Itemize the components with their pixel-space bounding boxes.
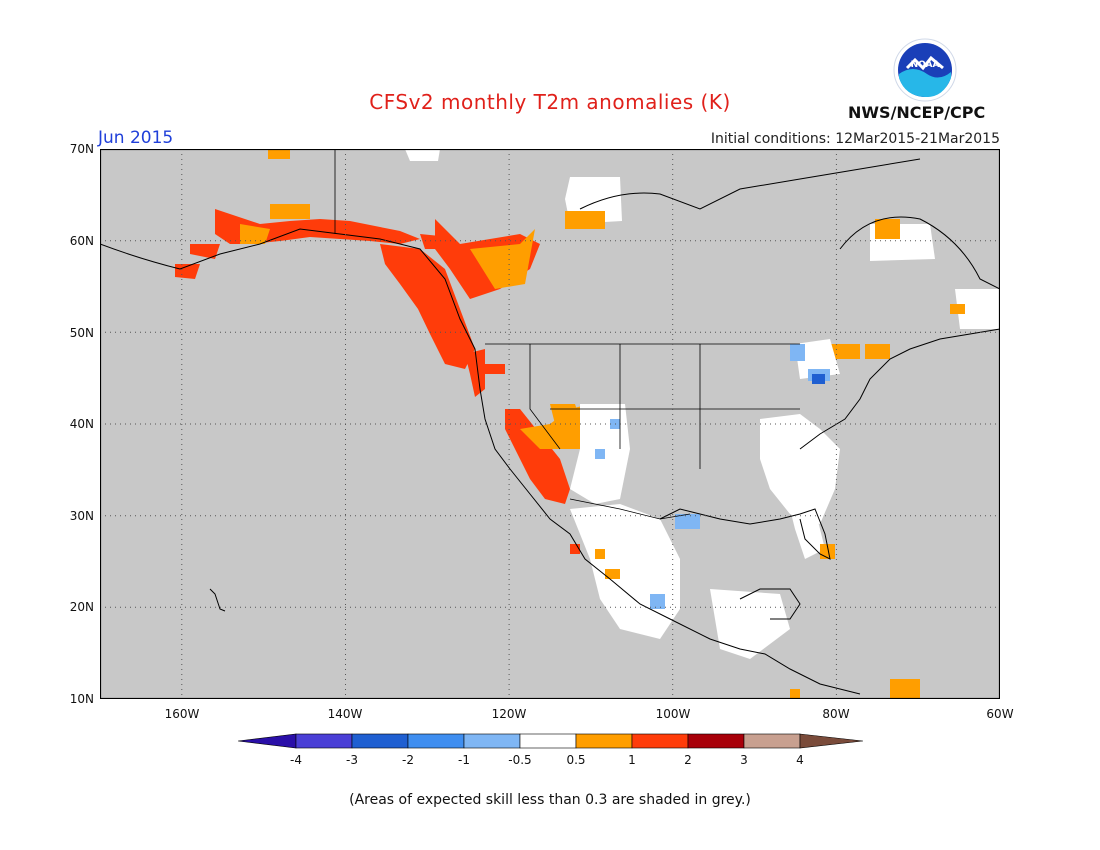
graticule <box>100 149 1000 699</box>
anomaly-map[interactable] <box>100 149 1000 699</box>
lat-label-10n: 10N <box>69 692 94 706</box>
colorbar-label: -1 <box>458 753 470 767</box>
colorbar-bin-5 <box>519 733 577 749</box>
colorbar-bin-6 <box>575 733 633 749</box>
colorbar-bin-9 <box>743 733 801 749</box>
colorbar-bin-8 <box>687 733 745 749</box>
lon-label-120w: 120W <box>491 707 527 721</box>
colorbar-label: 3 <box>740 753 748 767</box>
colorbar-bin-3 <box>407 733 465 749</box>
initial-conditions: Initial conditions: 12Mar2015-21Mar2015 <box>710 131 1000 147</box>
colorbar-label: -2 <box>402 753 414 767</box>
lon-label-160w: 160W <box>164 707 200 721</box>
forecast-month: Jun 2015 <box>98 128 174 148</box>
colorbar-high-arrow <box>799 733 863 749</box>
noaa-logo-text: NOAA <box>911 60 940 70</box>
colorbar <box>238 733 863 749</box>
political-boundaries <box>334 149 800 520</box>
lat-label-20n: 20N <box>69 600 94 614</box>
lon-label-100w: 100W <box>655 707 691 721</box>
lat-label-50n: 50N <box>69 326 94 340</box>
lat-label-30n: 30N <box>69 509 94 523</box>
coastlines <box>100 158 1000 695</box>
colorbar-bin-7 <box>631 733 689 749</box>
lat-label-60n: 60N <box>69 234 94 248</box>
map-frame <box>100 149 1000 699</box>
anomaly-shading <box>175 149 1000 699</box>
agency-label: NWS/NCEP/CPC <box>848 103 986 122</box>
colorbar-label: 2 <box>684 753 692 767</box>
colorbar-label: -3 <box>346 753 358 767</box>
chart-title: CFSv2 monthly T2m anomalies (K) <box>369 90 731 114</box>
noaa-logo-icon: NOAA <box>893 38 957 102</box>
colorbar-label: 4 <box>796 753 804 767</box>
skill-footnote: (Areas of expected skill less than 0.3 a… <box>349 792 751 808</box>
lon-label-80w: 80W <box>822 707 850 721</box>
colorbar-bin-1 <box>295 733 353 749</box>
colorbar-bin-2 <box>351 733 409 749</box>
lon-label-140w: 140W <box>327 707 363 721</box>
lon-label-60w: 60W <box>986 707 1014 721</box>
lat-label-70n: 70N <box>69 142 94 156</box>
colorbar-label: 1 <box>628 753 636 767</box>
colorbar-label: -4 <box>290 753 302 767</box>
colorbar-label: -0.5 <box>508 753 532 767</box>
lat-label-40n: 40N <box>69 417 94 431</box>
colorbar-low-arrow <box>238 733 297 749</box>
colorbar-label: 0.5 <box>566 753 586 767</box>
colorbar-bin-4 <box>463 733 521 749</box>
